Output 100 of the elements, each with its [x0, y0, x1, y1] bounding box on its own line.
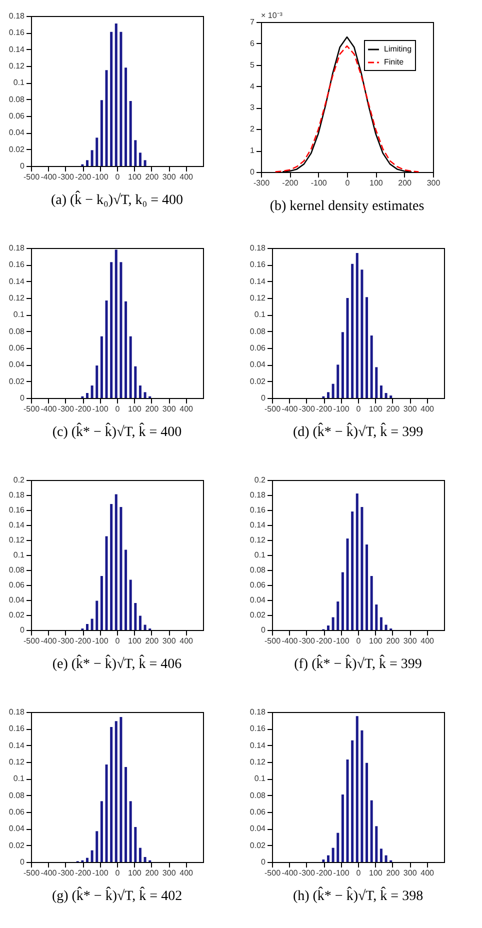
y-tick-label: 0.1 [13, 78, 26, 88]
x-tick-label: 200 [386, 868, 400, 878]
x-tick-label: 400 [180, 404, 194, 414]
x-tick-label: 300 [162, 404, 176, 414]
y-tick-label: 0 [20, 858, 26, 866]
text: (d) (k̂* − k̂)√T, k̂ = 399 [292, 422, 424, 440]
x-tick-label: -300 [298, 868, 316, 878]
y-tick-label: 0.14 [8, 740, 26, 750]
y-tick-label: 0.12 [8, 294, 26, 302]
x-tick-label: -500 [264, 636, 282, 646]
x-tick-label: -200 [75, 172, 92, 182]
y-tick-label: 0.1 [254, 550, 266, 560]
x-tick-label: 200 [386, 636, 400, 646]
y-tick-label: 0.06 [250, 580, 266, 590]
y-tick-label: 0.18 [250, 490, 266, 500]
x-tick-label: 300 [426, 178, 441, 188]
x-tick-label: 200 [398, 178, 412, 188]
y-tick-label: 0.04 [8, 128, 26, 138]
x-tick-label: -300 [298, 404, 316, 414]
y-tick-label: 0.12 [8, 62, 26, 70]
x-tick-label: 300 [162, 868, 176, 878]
y-tick-label: 0.16 [250, 260, 266, 270]
x-tick-label: 100 [128, 868, 142, 878]
y-tick-label: 0.14 [250, 520, 266, 530]
x-tick-label: 300 [403, 868, 418, 878]
x-tick-label: -400 [40, 868, 58, 878]
x-tick-label: -300 [58, 172, 74, 182]
x-tick-label: 0 [345, 178, 350, 188]
x-tick-label: -200 [316, 636, 333, 646]
x-tick-label: 200 [145, 172, 160, 182]
y-tick-label: 0.06 [8, 580, 26, 590]
y-tick-label: 5 [250, 60, 256, 70]
text: (b) kernel density estimates [270, 199, 424, 214]
x-tick-label: 300 [162, 172, 176, 182]
y-tick-label: 0 [20, 626, 26, 634]
x-tick-label: 0 [356, 404, 362, 414]
x-tick-label: 400 [420, 868, 435, 878]
y-tick-label: 0.12 [250, 758, 266, 766]
x-tick-label: -300 [298, 636, 316, 646]
x-tick-label: -200 [75, 636, 92, 646]
y-tick-label: 0.04 [250, 824, 266, 834]
x-tick-label: -300 [253, 178, 270, 188]
y-tick-label: 0.04 [250, 360, 266, 370]
x-tick-label: 0 [356, 868, 362, 878]
x-tick-label: 100 [128, 404, 142, 414]
x-tick-label: -100 [92, 404, 109, 414]
x-tick-label: 200 [386, 404, 400, 414]
y-tick-label: 0.16 [8, 260, 26, 270]
x-tick-label: -200 [282, 178, 299, 188]
y-tick-label: 0.1 [13, 550, 26, 560]
x-tick-label: 400 [420, 636, 435, 646]
y-tick-label: 0.02 [250, 376, 266, 386]
y-tick-label: 0.06 [8, 808, 26, 816]
y-tick-label: 1 [250, 146, 256, 156]
y-tick-label: 0.04 [250, 596, 266, 604]
text: × 10⁻³ [261, 11, 283, 20]
y-tick-label: 0.12 [8, 536, 26, 544]
x-tick-label: -100 [333, 404, 350, 414]
x-tick-label: -200 [316, 868, 333, 878]
x-tick-label: 100 [369, 404, 383, 414]
x-tick-label: -500 [23, 636, 40, 646]
y-tick-label: 0.08 [8, 566, 26, 574]
y-tick-label: 0.14 [250, 276, 266, 286]
x-tick-label: 400 [420, 404, 435, 414]
x-tick-label: -300 [58, 404, 74, 414]
x-tick-label: -100 [92, 172, 109, 182]
x-tick-label: 300 [403, 636, 418, 646]
x-tick-label: -400 [282, 636, 298, 646]
x-tick-label: 0 [115, 404, 120, 414]
y-tick-label: 0 [20, 162, 26, 170]
y-tick-label: 0.1 [254, 310, 266, 320]
x-tick-label: 0 [115, 868, 120, 878]
y-tick-label: 0.16 [250, 724, 266, 734]
y-tick-label: 0.08 [250, 790, 266, 800]
y-tick-label: 0.08 [8, 790, 26, 800]
x-tick-label: 100 [369, 636, 383, 646]
y-tick-label: 0.12 [8, 758, 26, 766]
x-tick-label: -100 [92, 636, 109, 646]
x-tick-label: 0 [356, 636, 362, 646]
x-tick-label: -500 [23, 172, 40, 182]
x-tick-label: -300 [58, 868, 74, 878]
x-tick-label: -100 [333, 636, 350, 646]
y-tick-label: 7 [250, 18, 256, 26]
x-tick-label: 200 [145, 404, 160, 414]
y-tick-label: 0.08 [250, 326, 266, 336]
y-tick-label: 0.2 [13, 476, 26, 484]
y-tick-label: 0.1 [13, 310, 26, 320]
y-tick-label: 0.12 [250, 294, 266, 302]
y-tick-label: 0.02 [8, 144, 26, 154]
x-tick-label: -100 [333, 868, 350, 878]
x-tick-label: 100 [369, 868, 383, 878]
x-tick-label: 100 [369, 178, 384, 188]
x-tick-label: -500 [264, 404, 282, 414]
x-tick-label: 400 [180, 636, 194, 646]
y-tick-label: 0.02 [8, 840, 26, 850]
text: (f) (k̂* − k̂)√T, k̂ = 399 [294, 654, 422, 672]
x-tick-label: 0 [115, 636, 120, 646]
x-tick-label: -100 [310, 178, 328, 188]
y-tick-label: 0.18 [8, 244, 26, 252]
x-tick-label: -300 [58, 636, 74, 646]
